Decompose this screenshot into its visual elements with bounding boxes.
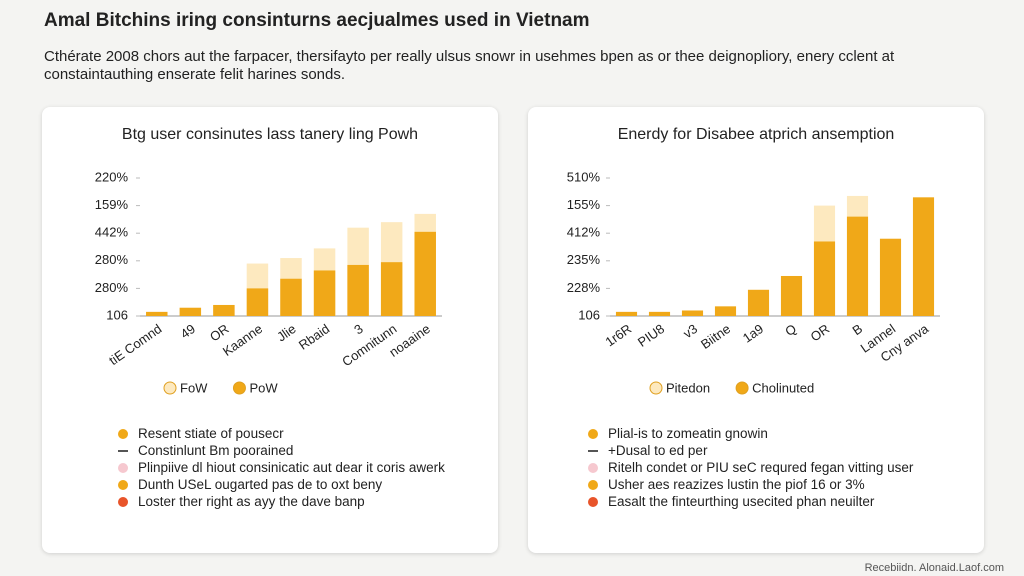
legend-swatch — [232, 381, 246, 395]
y-tick-label: 510% — [567, 169, 601, 184]
bar — [380, 262, 403, 316]
x-tick-label: OR — [808, 321, 833, 344]
bar — [813, 241, 836, 316]
legend-swatch — [163, 381, 177, 395]
x-tick-label: 1a9 — [740, 321, 766, 346]
bar — [879, 238, 902, 316]
legend-label: Cholinuted — [752, 380, 814, 395]
x-tick-label: 1r6R — [602, 321, 634, 349]
chart-panel: Btg user consinutes lass tanery ling Pow… — [42, 107, 498, 553]
note: +Dusal to ed per — [588, 442, 928, 459]
y-tick-label: 106 — [578, 307, 600, 322]
x-tick-label: 3 — [351, 321, 366, 337]
x-tick-label: Q — [782, 321, 799, 339]
bar — [179, 307, 202, 316]
bar — [313, 270, 336, 316]
chart-panel: Enerdy for Disabee atprich ansemption 106… — [528, 107, 984, 553]
y-tick-label: 412% — [567, 225, 601, 240]
note: Dunth USeL ougarted pas de to oxt beny — [118, 476, 458, 493]
page-title: Amal Bitchins iring consinturns aecjualm… — [44, 10, 590, 31]
note: Usher aes reazizes lustin the piof 16 or… — [588, 476, 928, 493]
y-tick-label: 228% — [567, 280, 601, 295]
bar — [648, 311, 671, 316]
note: Ritelh condet or PIU seC requred fegan v… — [588, 459, 928, 476]
x-tick-label: PIU8 — [635, 321, 667, 350]
x-tick-label: 49 — [178, 321, 198, 342]
note: Plial-is to zomeatin gnowin — [588, 425, 928, 442]
y-tick-label: 280% — [95, 252, 129, 267]
y-tick-label: 155% — [567, 197, 601, 212]
chart-title: Enerdy for Disabee atprich ansemption — [618, 126, 895, 143]
legend-label: Pitedon — [666, 380, 710, 395]
note: Easalt the finteurthing usecited phan ne… — [588, 493, 928, 510]
bar — [780, 275, 803, 316]
footer: Recebiidn. Alonaid.Laof.com — [864, 562, 1004, 574]
bar — [414, 231, 436, 316]
y-tick-label: 235% — [567, 252, 601, 267]
bar — [213, 304, 235, 316]
y-tick-label: 220% — [95, 169, 129, 184]
chart: Enerdy for Disabee atprich ansemption 106… — [567, 126, 940, 395]
x-tick-label: Biitne — [698, 321, 733, 352]
notes-list: Plial-is to zomeatin gnowin +Dusal to ed… — [588, 425, 928, 510]
bar — [146, 311, 168, 316]
y-tick-label: 280% — [95, 280, 129, 295]
bar — [747, 289, 770, 316]
bar — [846, 216, 869, 316]
note: Plinpiive dl hiout consinicatic aut dear… — [118, 459, 458, 476]
note: Resent stiate of pousecr — [118, 425, 458, 442]
x-tick-label: Rbaid — [296, 321, 332, 353]
page-subtitle: Cthérate 2008 chors aut the farpacer, th… — [44, 48, 895, 83]
y-tick-label: 442% — [95, 225, 129, 240]
chart: Btg user consinutes lass tanery ling Pow… — [95, 126, 442, 395]
legend-label: FoW — [180, 380, 208, 395]
x-tick-label: B — [849, 321, 865, 338]
legend-label: PoW — [249, 380, 278, 395]
bar — [681, 310, 704, 316]
y-tick-label: 159% — [95, 197, 129, 212]
x-tick-label: tiE Comnd — [106, 321, 164, 368]
bar — [912, 197, 935, 316]
bar — [714, 306, 737, 316]
x-tick-label: v3 — [680, 321, 700, 341]
bar — [246, 288, 269, 316]
bar — [347, 264, 369, 316]
legend-swatch — [735, 381, 749, 395]
notes-list: Resent stiate of pousecr Constinlunt Bm … — [118, 425, 458, 510]
y-tick-label: 106 — [106, 307, 128, 322]
note: Loster ther right as ayy the dave banp — [118, 493, 458, 510]
note: Constinlunt Bm poorained — [118, 442, 458, 459]
chart-title: Btg user consinutes lass tanery ling Pow… — [122, 126, 418, 143]
legend-swatch — [649, 381, 663, 395]
bar — [280, 278, 302, 316]
bar — [615, 311, 638, 316]
